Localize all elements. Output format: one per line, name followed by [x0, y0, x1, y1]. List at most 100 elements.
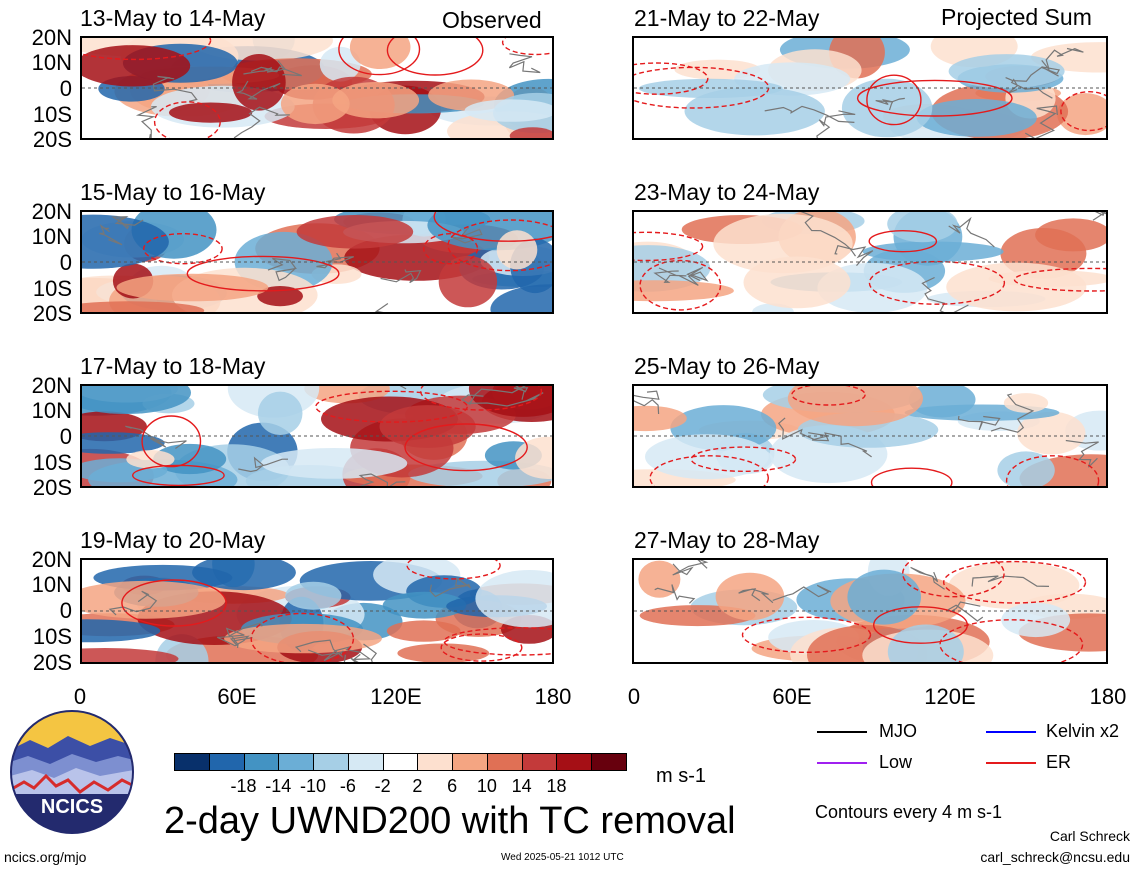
panel-title: 13-May to 14-May: [80, 5, 266, 31]
coastline: [971, 575, 1050, 587]
colorbar-tick-label: -14: [265, 776, 292, 796]
coastline: [947, 601, 984, 622]
easterly-anomaly-patch: [464, 99, 552, 122]
panel-title: 21-May to 22-May: [634, 5, 820, 31]
coastline: [800, 212, 856, 257]
coastline: [460, 386, 526, 406]
er-contour: [868, 260, 1006, 305]
ncics-logo: NCICS: [10, 710, 134, 834]
er-contour: [419, 386, 543, 411]
colorbar-tick-label: 2: [412, 776, 423, 796]
er-contour: [121, 579, 227, 627]
colorbar-tick-label: 10: [476, 776, 497, 796]
colorbar-swatch: [278, 753, 315, 771]
lat-label: 20S: [32, 301, 72, 326]
easterly-anomaly-patch: [862, 241, 1004, 262]
er-contour: [856, 79, 1013, 117]
easterly-anomaly-patch: [887, 212, 958, 243]
er-contour: [153, 101, 221, 138]
coastline: [108, 590, 158, 616]
coastline: [764, 105, 855, 123]
er-contour: [870, 467, 953, 486]
er-contour: [634, 62, 709, 95]
lat-label: 0: [59, 424, 72, 449]
colorbar-swatch: [556, 753, 593, 771]
westerly-anomaly-patch: [743, 256, 851, 309]
mjo-legend-label: MJO: [879, 721, 917, 741]
easterly-anomaly-patch: [382, 591, 467, 619]
lat-label: 10N: [31, 50, 72, 75]
colorbar-swatch: [313, 753, 349, 771]
er-contour: [639, 259, 722, 311]
easterly-anomaly-patch: [684, 87, 825, 136]
colorbar-swatch: [347, 753, 384, 771]
easterly-anomaly-patch: [634, 245, 711, 292]
map-panel: [632, 210, 1108, 314]
easterly-anomaly-patch: [257, 391, 303, 435]
er-contour: [406, 560, 501, 580]
panel-title: 17-May to 18-May: [80, 353, 266, 379]
easterly-anomaly-patch: [82, 386, 191, 414]
westerly-anomaly-patch: [332, 82, 420, 119]
er-contour: [868, 230, 938, 253]
er-legend-line: [986, 762, 1036, 764]
coastline: [450, 226, 483, 244]
easterly-anomaly-patch: [260, 448, 408, 479]
coastline: [429, 577, 472, 598]
er-contour: [791, 386, 866, 406]
easterly-anomaly-patch: [847, 569, 921, 625]
er-contour: [132, 464, 225, 486]
westerly-anomaly-patch: [638, 560, 681, 598]
lat-label: 10S: [32, 624, 72, 649]
coastline: [235, 80, 281, 100]
westerly-anomaly-patch: [496, 230, 538, 270]
colorbar-units: m s-1: [656, 765, 706, 787]
observed-label: Observed: [442, 7, 542, 33]
westerly-anomaly-patch: [713, 213, 853, 274]
lat-label: 20N: [31, 199, 72, 224]
lat-label: 10S: [32, 276, 72, 301]
coastline: [508, 53, 541, 74]
map-panel: [632, 558, 1108, 664]
coastline: [316, 252, 354, 269]
panel-title: 23-May to 24-May: [634, 179, 820, 205]
colorbar-tick-label: -2: [374, 776, 391, 796]
lat-label: 10N: [31, 398, 72, 423]
coastline: [358, 473, 406, 486]
westerly-anomaly-patch: [787, 386, 923, 427]
er-legend-label: ER: [1046, 752, 1072, 772]
kelvin-legend-line: [986, 731, 1036, 733]
er-contour: [741, 616, 872, 654]
coastline: [1092, 212, 1106, 221]
coastline: [250, 66, 302, 77]
easterly-anomaly-patch: [475, 570, 552, 628]
colorbar-swatch: [417, 753, 454, 771]
westerly-anomaly-patch: [349, 38, 411, 69]
westerly-anomaly-patch: [634, 280, 734, 302]
map-panel: [80, 36, 554, 140]
colorbar-swatch: [591, 753, 627, 771]
coastline: [777, 417, 828, 441]
coastline: [467, 392, 544, 407]
coastline: [233, 106, 290, 138]
colorbar-swatch: [243, 753, 280, 771]
map-panel: [632, 384, 1108, 488]
coastline: [1025, 105, 1058, 138]
colorbar-swatch: [452, 753, 488, 771]
footer-timestamp: Wed 2025-05-21 1012 UTC: [501, 852, 624, 863]
coastline: [811, 432, 872, 458]
coastline: [738, 588, 774, 604]
coastline: [990, 393, 1035, 433]
easterly-anomaly-patch: [192, 560, 296, 591]
westerly-anomaly-patch: [438, 255, 498, 308]
colorbar-tick-label: 6: [447, 776, 458, 796]
er-contour: [1005, 455, 1100, 486]
coastline: [217, 635, 253, 647]
lat-label: 20S: [32, 650, 72, 675]
colorbar-tick-label: 14: [511, 776, 532, 796]
map-panel: [632, 36, 1108, 140]
lat-label: 10S: [32, 450, 72, 475]
westerly-anomaly-patch: [224, 623, 382, 654]
westerly-anomaly-patch: [946, 262, 1087, 312]
coastline: [267, 257, 297, 282]
